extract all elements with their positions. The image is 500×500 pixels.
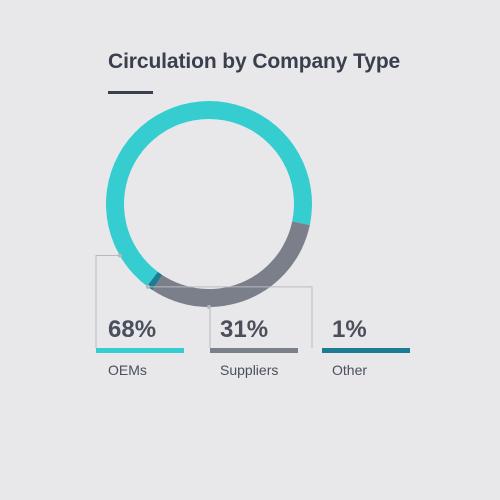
leader-line-other [145, 284, 313, 348]
leader-line-oems [95, 253, 122, 348]
leader-line-suppliers [207, 305, 211, 348]
donut-slice-suppliers [152, 221, 310, 307]
leader-lines [95, 253, 313, 348]
value-label-other: 1% [332, 316, 367, 343]
donut-slices [105, 101, 312, 307]
value-label-oems: 68% [108, 316, 157, 343]
donut-slice-other [147, 271, 163, 290]
value-label-suppliers: 31% [220, 316, 269, 343]
chart-title: Circulation by Company Type [108, 50, 401, 73]
title-underline [108, 91, 153, 94]
legend-bar-oems [96, 348, 184, 353]
legend-label-oems: OEMs [108, 362, 147, 378]
legend-label-other: Other [332, 362, 368, 378]
legend-bar-suppliers [210, 348, 298, 353]
legend-label-suppliers: Suppliers [220, 362, 279, 378]
legend-bar-other [322, 348, 410, 353]
